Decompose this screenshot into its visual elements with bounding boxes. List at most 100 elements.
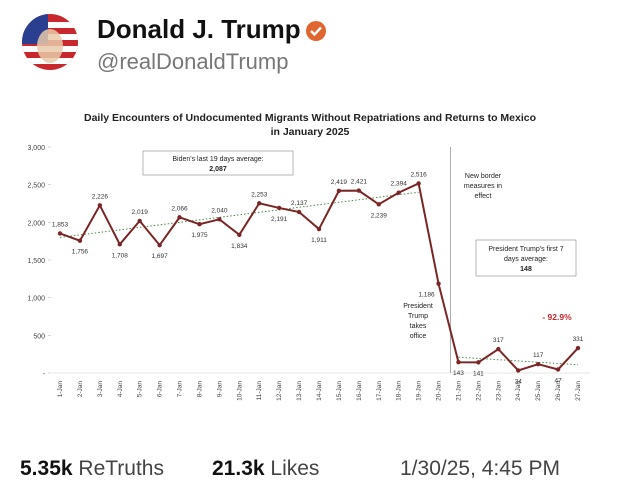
author-handle: @realDonaldTrump [97,49,289,74]
data-label: 2,421 [351,179,368,186]
data-point [456,360,461,365]
x-tick-label: 27-Jan [575,381,582,401]
annotation: Biden's last 19 days average: [172,156,263,163]
data-point [237,232,242,238]
x-tick-label: 23-Jan [495,381,502,401]
x-tick-label: 7-Jan [177,381,184,398]
y-tick-label: 3,000 [27,145,45,152]
data-label: 1,834 [231,243,248,250]
data-label: 2,226 [92,193,109,200]
annotation-value: 148 [520,266,532,273]
x-tick-label: 2-Jan [77,381,84,398]
data-point [217,217,222,222]
x-tick-label: 1-Jan [57,381,64,398]
data-point [555,367,561,372]
x-tick-label: 4-Jan [117,381,124,398]
data-point [157,242,162,248]
x-tick-label: 26-Jan [555,381,562,401]
y-tick-label: 500 [33,333,45,340]
x-tick-label: 20-Jan [436,381,443,401]
author-name: Donald J. Trump [97,14,301,44]
data-label: 1,186 [418,292,435,299]
data-label: 2,191 [271,216,288,223]
verified-badge [306,21,326,41]
data-label: 1,697 [151,253,168,260]
retruth-label: ReTruths [78,457,164,480]
data-point [416,181,421,186]
data-point [257,201,262,206]
x-tick-label: 6-Jan [157,381,164,398]
annotation: Trump [408,313,428,320]
timestamp: 1/30/25, 4:45 PM [400,457,560,480]
x-tick-label: 13-Jan [296,381,303,401]
x-tick-label: 24-Jan [515,381,522,401]
chart: Daily Encounters of Undocumented Migrant… [27,112,590,401]
data-point [516,368,521,373]
x-tick-label: 16-Jan [356,381,363,401]
x-tick-label: 12-Jan [276,381,283,401]
annotation: President Trump's first 7 [488,246,563,253]
annotation: New border [465,173,502,180]
data-point [276,205,282,211]
y-tick-label: 2,500 [27,183,45,190]
likes[interactable]: 21.3k Likes [212,457,319,481]
data-label: 2,040 [211,207,228,214]
data-label: 317 [493,337,504,344]
x-tick-label: 18-Jan [396,381,403,401]
y-tick-label: 2,000 [27,220,45,227]
like-label: Likes [270,457,320,480]
annotation-box [475,239,577,277]
annotation: measures in [464,183,502,190]
x-tick-label: 22-Jan [475,381,482,401]
data-point [336,188,342,193]
data-point [535,361,541,367]
data-label: 141 [473,370,484,377]
x-tick-label: 5-Jan [137,381,144,398]
data-label: 2,066 [171,205,188,212]
data-point [476,360,481,365]
annotation: days average: [504,256,548,263]
annotation: takes [410,323,427,330]
y-tick-label: - [43,371,46,378]
x-tick-label: 21-Jan [455,381,462,401]
x-tick-label: 17-Jan [376,381,383,401]
data-point [97,203,103,208]
data-label: 34 [515,378,523,385]
data-point [296,209,302,215]
x-tick-label: 8-Jan [196,381,203,398]
data-point [496,346,501,352]
data-point [197,222,202,227]
y-tick-label: 1,500 [27,258,45,265]
data-point [316,226,322,232]
x-tick-label: 25-Jan [535,381,542,401]
data-point [356,188,362,193]
annotation-value: 2,087 [209,166,227,173]
data-label: 1,911 [311,237,327,244]
data-label: 47 [554,377,562,384]
x-tick-label: 11-Jan [256,381,263,401]
chart-title: in January 2025 [271,126,350,138]
x-tick-label: 9-Jan [216,381,223,398]
data-label: 2,516 [410,171,427,178]
annotation: office [410,333,427,340]
data-label: 1,853 [52,221,69,228]
data-label: 1,975 [191,232,208,239]
data-point [77,238,83,243]
x-tick-label: 10-Jan [236,381,243,401]
trend-line [458,356,579,366]
data-label: 2,137 [291,200,308,207]
x-tick-label: 15-Jan [336,381,343,401]
data-label: 2,419 [331,179,348,186]
retruths[interactable]: 5.35k ReTruths [20,457,164,481]
annotation: effect [475,193,492,200]
data-label: 1,708 [112,252,129,259]
data-point [436,281,441,286]
annotation-change: - 92.9% [542,312,572,322]
trend-line [59,191,419,238]
data-point [117,242,122,247]
data-point [177,215,182,220]
like-count: 21.3k [212,457,265,480]
chart-title: Daily Encounters of Undocumented Migrant… [84,112,536,124]
x-tick-label: 19-Jan [416,381,423,401]
